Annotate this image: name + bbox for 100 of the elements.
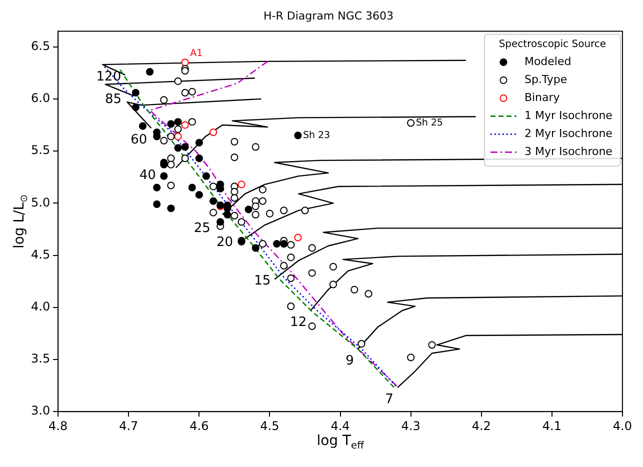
- y-tick-label: 6.5: [30, 38, 50, 53]
- point: [216, 218, 224, 226]
- annotation: Sh 25: [416, 117, 443, 128]
- point: [209, 208, 218, 216]
- point: [195, 138, 203, 147]
- point: [160, 172, 168, 180]
- annotation: 12: [290, 314, 307, 330]
- annotation: A1: [190, 48, 203, 59]
- point: [308, 244, 316, 252]
- x-tick-label: 4.1: [542, 418, 562, 433]
- point: [258, 197, 266, 205]
- point: [329, 262, 338, 271]
- point: [364, 290, 372, 298]
- point: [174, 125, 182, 133]
- point: [287, 274, 295, 282]
- legend-label: Binary: [524, 91, 560, 104]
- point: [230, 138, 238, 146]
- point: [209, 182, 218, 190]
- annotation: 20: [216, 234, 234, 250]
- y-tick-label: 5.0: [30, 195, 50, 210]
- point: [209, 197, 218, 205]
- point: [287, 254, 295, 262]
- point: [146, 68, 154, 76]
- legend-label: 3 Myr Isochrone: [524, 145, 613, 158]
- y-tick-label: 3.5: [30, 352, 50, 366]
- point: [230, 194, 238, 202]
- legend-label: 1 Myr Isochrone: [524, 109, 613, 122]
- point: [329, 280, 338, 288]
- point: [230, 212, 238, 220]
- point: [167, 160, 175, 168]
- annotation: 25: [194, 221, 210, 236]
- point: [188, 118, 196, 126]
- annotation: 120: [96, 69, 122, 84]
- point: [238, 218, 246, 226]
- x-tick-label: 4.7: [119, 418, 138, 433]
- y-tick-label: 5.5: [30, 143, 50, 158]
- annotation: 85: [105, 92, 122, 108]
- chart-title: H-R Diagram NGC 3603: [263, 9, 394, 22]
- point: [252, 210, 260, 218]
- point: [174, 132, 182, 140]
- x-tick-label: 4.0: [612, 418, 632, 433]
- point: [160, 96, 168, 104]
- point: [167, 182, 175, 190]
- point: [167, 154, 175, 162]
- point: [153, 200, 161, 208]
- point: [181, 154, 189, 162]
- point: [181, 121, 189, 129]
- point: [224, 210, 232, 218]
- point: [428, 341, 436, 349]
- point: [202, 172, 210, 180]
- point: [407, 354, 415, 362]
- y-tick-label: 4.5: [30, 247, 50, 262]
- annotation: 15: [254, 274, 271, 289]
- point: [280, 206, 288, 214]
- point: [167, 132, 175, 140]
- point: [188, 88, 196, 96]
- legend-label: Sp.Type: [524, 73, 568, 86]
- annotation: Sh 23: [302, 130, 330, 141]
- point: [358, 340, 366, 348]
- legend-title: Spectroscopic Source: [498, 38, 606, 50]
- point: [174, 144, 182, 152]
- x-tick-label: 4.8: [48, 418, 68, 433]
- point: [195, 191, 203, 199]
- point: [272, 240, 281, 248]
- point: [280, 240, 288, 248]
- point: [132, 103, 140, 112]
- point: [266, 210, 274, 218]
- annotation: 9: [346, 353, 354, 368]
- point: [132, 88, 140, 96]
- x-tick-label: 4.6: [190, 418, 209, 433]
- point: [167, 204, 175, 212]
- point: [138, 122, 147, 130]
- point: [181, 143, 189, 151]
- y-axis-title: log L/L⊙: [12, 194, 30, 249]
- point: [195, 154, 203, 162]
- legend-label: Modeled: [524, 55, 572, 68]
- point: [174, 118, 182, 126]
- point: [287, 241, 295, 249]
- point: [301, 206, 309, 214]
- point: [188, 184, 196, 192]
- point: [160, 136, 168, 144]
- point: [308, 269, 316, 277]
- point: [181, 67, 189, 75]
- x-tick-label: 4.5: [260, 418, 280, 433]
- point: [350, 286, 358, 294]
- y-tick-label: 6.0: [30, 91, 50, 106]
- point: [174, 77, 182, 86]
- point: [258, 186, 266, 194]
- x-tick-label: 4.2: [472, 418, 491, 433]
- point: [230, 154, 238, 162]
- point: [252, 143, 260, 151]
- point: [244, 206, 252, 214]
- point: [407, 119, 415, 127]
- y-tick-label: 4.0: [30, 300, 50, 314]
- x-tick-label: 4.4: [330, 418, 350, 433]
- annotation: 60: [130, 132, 148, 148]
- point: [181, 88, 189, 96]
- point: [238, 180, 246, 188]
- point: [294, 234, 302, 242]
- x-tick-label: 4.3: [401, 418, 420, 433]
